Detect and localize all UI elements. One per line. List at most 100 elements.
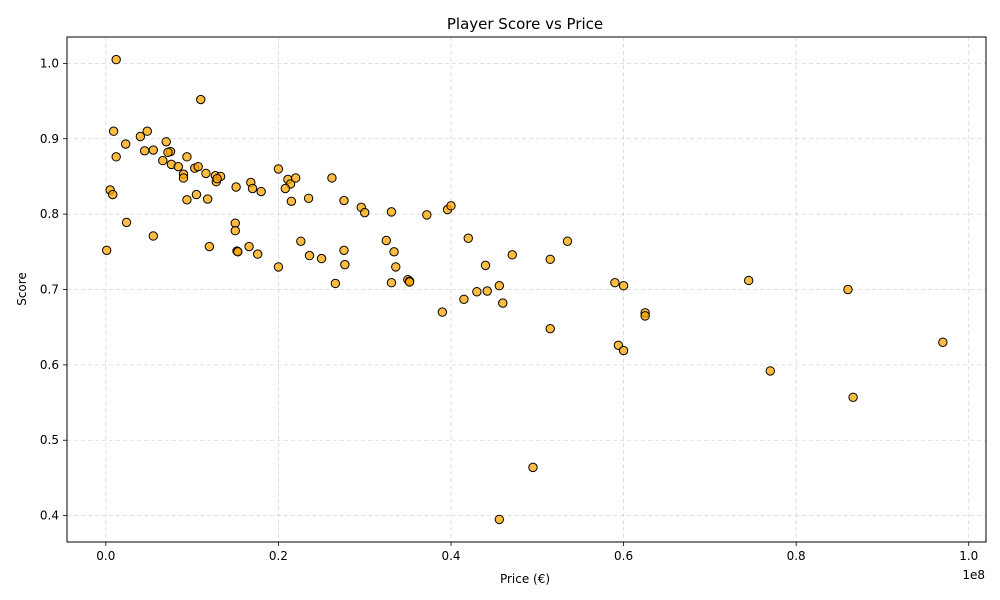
data-point — [163, 147, 173, 158]
data-point — [303, 193, 314, 203]
data-point — [182, 152, 192, 162]
data-point — [472, 287, 482, 297]
y-tick-label: 0.7 — [40, 283, 59, 297]
data-point — [507, 250, 517, 260]
data-point — [161, 137, 171, 147]
data-point — [212, 174, 222, 184]
data-point — [158, 155, 168, 166]
data-point — [422, 210, 432, 220]
data-point — [148, 231, 158, 241]
data-point — [339, 195, 349, 206]
y-axis-ticks: 0.4 0.5 0.6 0.7 0.8 0.9 1.0 — [40, 56, 67, 523]
x-tick-label: 1.0 — [959, 549, 978, 563]
x-tick-label: 0.4 — [441, 549, 460, 563]
data-point — [204, 241, 215, 252]
y-tick-label: 0.5 — [40, 433, 59, 447]
data-point — [247, 183, 258, 194]
data-point — [182, 195, 192, 205]
data-point — [120, 139, 131, 149]
x-tick-label: 0.0 — [96, 549, 115, 563]
data-point — [389, 247, 399, 257]
data-point — [386, 278, 397, 288]
data-point — [528, 462, 538, 473]
data-point — [233, 247, 243, 257]
x-tick-label: 0.2 — [269, 549, 288, 563]
y-axis-label: Score — [15, 272, 29, 306]
data-point — [437, 307, 448, 317]
x-tick-label: 0.6 — [614, 549, 633, 563]
data-point — [202, 194, 213, 204]
data-point — [494, 281, 505, 291]
y-tick-label: 0.6 — [40, 358, 59, 372]
data-point — [253, 249, 263, 259]
data-point — [108, 126, 119, 136]
data-point — [339, 245, 349, 256]
data-point — [273, 164, 284, 174]
data-point — [404, 277, 415, 287]
data-point — [340, 259, 350, 270]
data-point — [142, 126, 152, 136]
data-point — [139, 146, 150, 156]
y-tick-label: 0.9 — [40, 132, 59, 146]
data-point — [201, 168, 211, 179]
data-point — [330, 278, 341, 289]
chart-title: Player Score vs Price — [447, 15, 603, 33]
data-point — [848, 392, 858, 402]
data-point — [843, 284, 853, 295]
x-axis-offset-label: 1e8 — [962, 568, 985, 582]
data-point — [191, 189, 202, 200]
data-point — [196, 94, 206, 105]
data-point — [360, 207, 370, 218]
data-point — [618, 281, 629, 291]
data-point — [231, 182, 241, 192]
data-point — [135, 131, 146, 142]
data-point — [108, 189, 118, 200]
data-point — [327, 173, 337, 183]
data-point — [480, 260, 491, 271]
data-point — [640, 311, 650, 321]
data-point — [178, 173, 189, 183]
data-point — [482, 286, 492, 296]
data-point — [290, 173, 301, 183]
data-point — [938, 337, 948, 347]
data-point — [765, 366, 775, 376]
x-axis-ticks: 0.0 0.2 0.4 0.6 0.8 1.0 — [96, 542, 978, 563]
grid-lines — [67, 37, 986, 542]
data-point — [244, 241, 254, 252]
data-point — [545, 323, 555, 334]
y-tick-label: 1.0 — [40, 56, 59, 70]
data-point — [148, 145, 158, 155]
data-point — [193, 161, 203, 172]
data-points — [101, 54, 948, 525]
x-tick-label: 0.8 — [787, 549, 806, 563]
data-point — [381, 235, 391, 246]
data-point — [743, 275, 754, 286]
data-point — [316, 253, 327, 264]
data-point — [280, 183, 291, 194]
data-point — [286, 196, 297, 207]
data-point — [111, 54, 121, 65]
x-axis-label: Price (€) — [500, 572, 550, 586]
data-point — [386, 207, 397, 217]
data-point — [463, 233, 473, 243]
data-point — [296, 236, 306, 246]
data-point — [618, 345, 629, 356]
data-point — [610, 278, 620, 288]
data-point — [446, 201, 456, 211]
y-tick-label: 0.4 — [40, 509, 59, 523]
data-point — [121, 217, 132, 228]
data-point — [273, 262, 284, 272]
data-point — [111, 152, 121, 162]
data-point — [562, 236, 573, 246]
data-point — [391, 262, 401, 272]
data-point — [230, 226, 240, 236]
data-point — [459, 294, 469, 304]
data-point — [101, 245, 112, 256]
data-point — [498, 298, 508, 308]
data-point — [256, 186, 266, 197]
data-point — [173, 161, 184, 172]
data-point — [304, 250, 315, 261]
data-point — [545, 254, 555, 265]
data-point — [494, 514, 505, 525]
